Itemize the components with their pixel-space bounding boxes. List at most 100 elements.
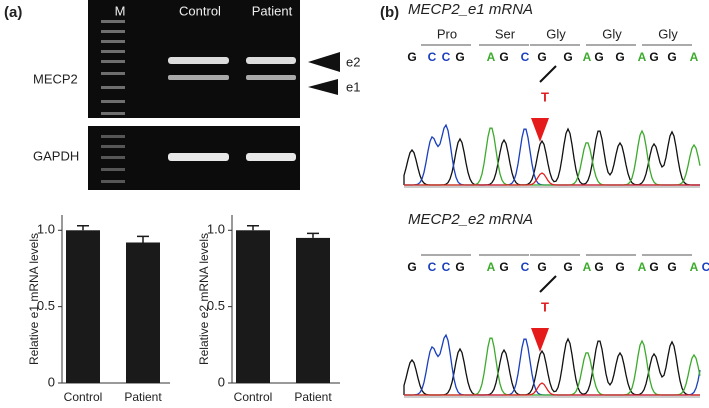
mutation: T [541, 299, 549, 314]
base: C [521, 50, 530, 64]
base: A [583, 260, 592, 274]
base: G [649, 50, 658, 64]
gene-label: MECP2 [33, 71, 78, 86]
y-tick-label: 0 [218, 374, 225, 389]
gel-band [246, 57, 296, 64]
base: G [594, 50, 603, 64]
panel-label: (b) [380, 4, 399, 21]
gel-band [246, 153, 296, 161]
base: G [563, 260, 572, 274]
ladder-band [101, 156, 125, 159]
gel-band [246, 75, 296, 80]
y-axis-label: Relative e1 mRNA levels [27, 233, 41, 365]
amino-acid: Ser [495, 26, 516, 41]
ladder-band [101, 100, 125, 103]
base: C [442, 50, 451, 64]
trace [404, 172, 700, 186]
base: G [667, 50, 676, 64]
bar [66, 230, 100, 383]
lane-label: Control [179, 3, 221, 18]
trace [403, 337, 700, 396]
base: G [537, 50, 546, 64]
bar [236, 230, 270, 383]
ladder-band [101, 72, 125, 75]
bar [296, 237, 330, 383]
mutation-line [539, 275, 557, 293]
y-tick-label: 0.5 [207, 298, 225, 313]
amino-acid: Gly [658, 26, 678, 41]
base: C [702, 260, 709, 274]
ladder-band [101, 86, 125, 89]
arrow [308, 79, 338, 95]
x-tick-label: Control [64, 390, 103, 404]
ladder-band [101, 40, 125, 43]
error-bar [247, 224, 259, 231]
ladder-band [101, 180, 125, 183]
base: G [499, 260, 508, 274]
ladder-band [101, 135, 125, 138]
base: G [667, 260, 676, 274]
band-label: e2 [346, 54, 360, 69]
base: G [407, 260, 416, 274]
arrow [308, 52, 340, 72]
amino-acid: Pro [437, 26, 457, 41]
base: G [407, 50, 416, 64]
base: G [499, 50, 508, 64]
base: G [649, 260, 658, 274]
base: G [537, 260, 546, 274]
ladder-band [101, 112, 125, 115]
bar [126, 242, 160, 383]
base: G [615, 50, 624, 64]
error-bar [137, 235, 149, 243]
gene-label: GAPDH [33, 148, 79, 163]
mutation: T [541, 89, 549, 104]
base: A [638, 50, 647, 64]
base: G [563, 50, 572, 64]
error-bar [77, 224, 89, 231]
gel-band [168, 153, 229, 161]
base: G [455, 50, 464, 64]
base: G [615, 260, 624, 274]
base: A [487, 50, 496, 64]
base: A [690, 50, 699, 64]
trace [404, 123, 700, 186]
ladder-band [101, 30, 125, 33]
base: C [521, 260, 530, 274]
mutation-line [539, 65, 557, 83]
amino-acid: Gly [546, 26, 566, 41]
gel-band [168, 75, 229, 80]
mutation-arrow [531, 118, 549, 142]
y-tick-label: 0 [48, 374, 55, 389]
band-label: e1 [346, 79, 360, 94]
y-tick-label: 1.0 [37, 222, 55, 237]
trace [404, 333, 701, 396]
base: A [583, 50, 592, 64]
base: C [428, 260, 437, 274]
y-tick-label: 1.0 [207, 222, 225, 237]
ladder-band [101, 60, 125, 63]
ladder-band [101, 168, 125, 171]
base: G [594, 260, 603, 274]
base: G [455, 260, 464, 274]
trace [403, 127, 700, 186]
mutation-arrow [531, 328, 549, 352]
panel-label: (a) [4, 4, 22, 21]
ladder-band [101, 145, 125, 148]
base: A [638, 260, 647, 274]
amino-acid: Gly [602, 26, 622, 41]
y-tick-label: 0.5 [37, 298, 55, 313]
gel-band [168, 57, 229, 64]
base: C [442, 260, 451, 274]
trace [404, 382, 700, 396]
base: C [428, 50, 437, 64]
lane-label: Patient [252, 3, 293, 18]
lane-label: M [115, 3, 126, 18]
y-axis-label: Relative e2 mRNA levels [197, 233, 211, 365]
seq-title: MECP2_e2 mRNA [408, 211, 533, 228]
ladder-band [101, 20, 125, 23]
ladder-band [101, 50, 125, 53]
base: A [487, 260, 496, 274]
x-tick-label: Patient [294, 390, 332, 404]
error-bar [307, 232, 319, 238]
